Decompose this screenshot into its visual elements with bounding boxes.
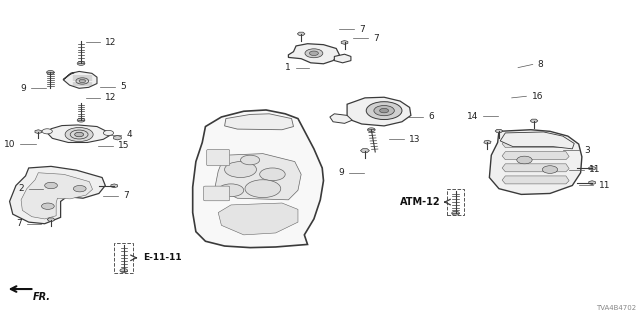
Polygon shape (330, 114, 352, 123)
Text: 10: 10 (4, 140, 15, 148)
Text: 16: 16 (531, 92, 543, 101)
Circle shape (74, 186, 86, 192)
Circle shape (260, 168, 285, 181)
Polygon shape (334, 54, 351, 63)
Circle shape (374, 106, 394, 116)
Polygon shape (113, 135, 121, 140)
Text: 7: 7 (16, 219, 22, 228)
Circle shape (70, 130, 88, 139)
Polygon shape (63, 72, 75, 80)
Circle shape (45, 182, 58, 189)
Circle shape (79, 79, 86, 83)
Polygon shape (589, 166, 595, 170)
Polygon shape (502, 140, 569, 148)
Polygon shape (35, 130, 42, 133)
Polygon shape (589, 181, 595, 185)
Circle shape (76, 78, 89, 84)
Polygon shape (47, 125, 109, 142)
Polygon shape (63, 71, 97, 88)
Polygon shape (502, 176, 569, 184)
Polygon shape (502, 152, 569, 160)
Circle shape (310, 51, 318, 55)
Polygon shape (47, 218, 55, 221)
Text: 5: 5 (120, 82, 125, 91)
Polygon shape (298, 32, 305, 36)
Text: 6: 6 (428, 113, 434, 122)
Circle shape (241, 155, 260, 165)
Circle shape (380, 108, 388, 113)
Text: 7: 7 (123, 191, 129, 200)
FancyBboxPatch shape (204, 186, 230, 201)
Text: TVA4B4702: TVA4B4702 (596, 305, 636, 311)
Polygon shape (215, 154, 301, 200)
Polygon shape (193, 110, 323, 248)
FancyBboxPatch shape (207, 149, 230, 166)
Text: 12: 12 (106, 93, 116, 102)
Circle shape (42, 203, 54, 209)
Text: 14: 14 (467, 112, 478, 121)
Circle shape (77, 61, 85, 65)
Polygon shape (289, 44, 339, 64)
Text: 8: 8 (538, 60, 543, 69)
Text: 1: 1 (285, 63, 291, 72)
Text: 7: 7 (373, 34, 379, 43)
Text: 7: 7 (359, 25, 365, 34)
Circle shape (452, 211, 460, 215)
Circle shape (120, 269, 127, 272)
Polygon shape (111, 184, 118, 188)
Circle shape (542, 166, 557, 173)
Circle shape (225, 162, 257, 178)
Text: 15: 15 (118, 141, 129, 150)
Polygon shape (500, 132, 574, 149)
Polygon shape (225, 114, 294, 130)
Polygon shape (341, 41, 348, 44)
Polygon shape (21, 173, 93, 219)
Polygon shape (490, 130, 582, 195)
Text: 9: 9 (20, 84, 26, 93)
Circle shape (42, 129, 52, 134)
Text: FR.: FR. (33, 292, 51, 301)
Polygon shape (495, 129, 503, 133)
Circle shape (367, 128, 375, 132)
Text: 13: 13 (409, 135, 420, 144)
Polygon shape (360, 149, 369, 153)
Text: ATM-12: ATM-12 (399, 197, 440, 207)
Circle shape (305, 49, 323, 58)
Circle shape (75, 132, 84, 137)
Text: E-11-11: E-11-11 (143, 253, 182, 262)
Text: 2: 2 (19, 184, 24, 193)
Circle shape (77, 118, 85, 122)
Polygon shape (10, 166, 106, 224)
Bar (447, 189, 465, 215)
Text: 9: 9 (338, 168, 344, 177)
Text: 11: 11 (589, 165, 600, 174)
Text: 4: 4 (126, 130, 132, 139)
Circle shape (517, 156, 532, 164)
Polygon shape (530, 119, 538, 123)
Polygon shape (502, 164, 569, 172)
Polygon shape (484, 140, 491, 144)
Text: 3: 3 (584, 146, 589, 155)
Bar (114, 243, 133, 273)
Circle shape (366, 102, 402, 120)
Circle shape (47, 70, 54, 74)
Circle shape (218, 184, 244, 197)
Polygon shape (347, 97, 411, 126)
Circle shape (245, 180, 281, 197)
Polygon shape (218, 203, 298, 235)
Circle shape (104, 130, 113, 135)
Text: 11: 11 (598, 181, 610, 190)
Text: 12: 12 (106, 38, 116, 47)
Circle shape (65, 127, 93, 141)
